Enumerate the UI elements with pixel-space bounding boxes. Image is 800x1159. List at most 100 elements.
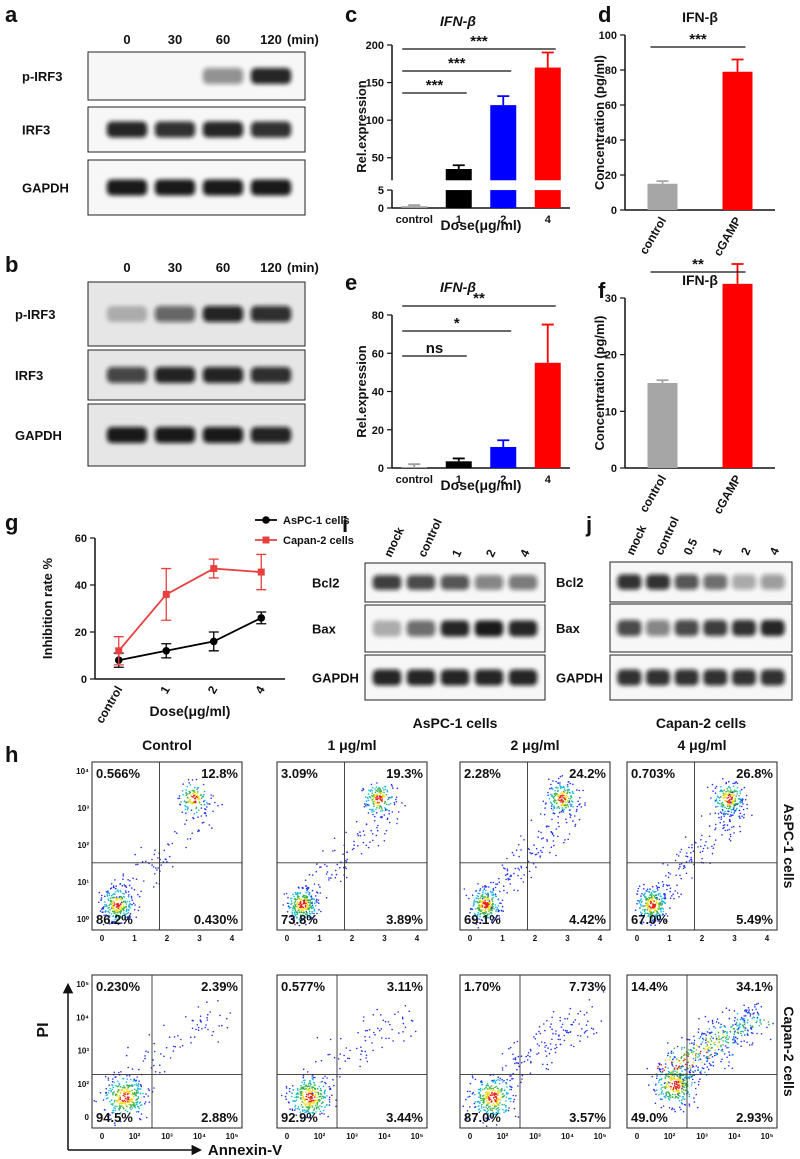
event-dot: [660, 911, 662, 913]
event-dot: [681, 1082, 683, 1085]
event-dot: [666, 888, 668, 891]
event-dot: [305, 895, 308, 897]
event-dot: [151, 864, 153, 866]
band: [703, 574, 728, 590]
event-dot: [694, 1087, 697, 1090]
event-dot: [324, 1089, 327, 1092]
event-dot: [326, 865, 328, 867]
event-dot: [753, 1012, 755, 1014]
event-dot: [482, 890, 484, 892]
event-dot: [375, 798, 377, 801]
event-dot: [551, 832, 554, 834]
event-dot: [491, 1100, 493, 1102]
event-dot: [565, 794, 568, 796]
event-dot: [567, 790, 569, 792]
event-dot: [99, 910, 102, 912]
event-dot: [740, 1034, 743, 1037]
event-dot: [127, 891, 130, 893]
x-tick-label: 0: [100, 1132, 105, 1141]
x-tick-label: 2: [500, 474, 506, 486]
event-dot: [505, 1106, 507, 1108]
event-dot: [492, 889, 495, 891]
x-axis-label: Dose(μg/ml): [441, 217, 522, 233]
event-dot: [555, 780, 557, 783]
event-dot: [729, 833, 732, 836]
event-dot: [741, 1018, 743, 1020]
event-dot: [126, 1075, 128, 1077]
event-dot: [549, 851, 551, 854]
event-dot: [109, 922, 111, 925]
event-dot: [484, 886, 486, 888]
event-dot: [310, 895, 313, 897]
event-dot: [506, 869, 509, 872]
event-dot: [563, 788, 566, 790]
event-dot: [184, 823, 186, 825]
quadrant-percent: 0.577%: [281, 979, 326, 994]
event-dot: [360, 1053, 362, 1056]
event-dot: [669, 1088, 672, 1090]
event-dot: [130, 897, 133, 899]
event-dot: [116, 918, 119, 921]
event-dot: [107, 899, 110, 902]
event-dot: [308, 1090, 311, 1093]
event-dot: [544, 1029, 546, 1032]
event-dot: [491, 898, 493, 901]
event-dot: [307, 1088, 310, 1090]
event-dot: [679, 1106, 681, 1109]
event-dot: [540, 1041, 543, 1043]
event-dot: [714, 1049, 716, 1051]
event-dot: [209, 1011, 212, 1013]
event-dot: [503, 1079, 505, 1082]
event-dot: [113, 907, 115, 909]
event-dot: [514, 1115, 517, 1118]
event-dot: [734, 790, 736, 792]
event-dot: [556, 807, 558, 809]
event-dot: [557, 835, 559, 838]
event-dot: [469, 1082, 472, 1085]
event-dot: [219, 1014, 221, 1017]
band: [106, 121, 148, 138]
event-dot: [193, 794, 195, 797]
event-dot: [636, 893, 638, 895]
event-dot: [703, 1047, 705, 1050]
event-dot: [370, 783, 373, 786]
event-dot: [724, 1025, 726, 1028]
event-dot: [124, 914, 126, 916]
event-dot: [671, 1070, 673, 1073]
event-dot: [686, 852, 688, 854]
event-dot: [688, 860, 691, 862]
x-tick-label: 10⁴: [728, 1132, 741, 1141]
event-dot: [102, 1099, 105, 1101]
event-dot: [189, 838, 192, 840]
event-dot: [211, 1034, 213, 1037]
error-bar: [497, 439, 510, 447]
unit-label: (min): [287, 260, 319, 275]
event-dot: [730, 808, 733, 811]
event-dot: [298, 911, 301, 913]
event-dot: [408, 1010, 411, 1012]
event-dot: [701, 1032, 703, 1034]
event-dot: [99, 1092, 102, 1094]
significance-label: ***: [470, 33, 488, 50]
event-dot: [296, 898, 298, 901]
event-dot: [226, 1026, 229, 1029]
x-tick-label: 4: [230, 934, 235, 943]
legend-marker: [262, 536, 270, 544]
event-dot: [701, 1041, 704, 1043]
event-dot: [565, 806, 567, 809]
event-dot: [366, 1060, 369, 1063]
event-dot: [701, 857, 703, 860]
event-dot: [688, 1103, 691, 1105]
event-dot: [663, 1069, 665, 1072]
quadrant-percent: 69.1%: [464, 912, 501, 927]
event-dot: [574, 825, 576, 827]
event-dot: [479, 1090, 482, 1092]
event-dot: [491, 920, 493, 922]
event-dot: [116, 898, 119, 900]
event-dot: [537, 1052, 540, 1054]
event-dot: [492, 903, 494, 905]
event-dot: [134, 1088, 136, 1091]
event-dot: [720, 803, 723, 805]
event-dot: [302, 906, 305, 909]
event-dot: [205, 1024, 207, 1026]
